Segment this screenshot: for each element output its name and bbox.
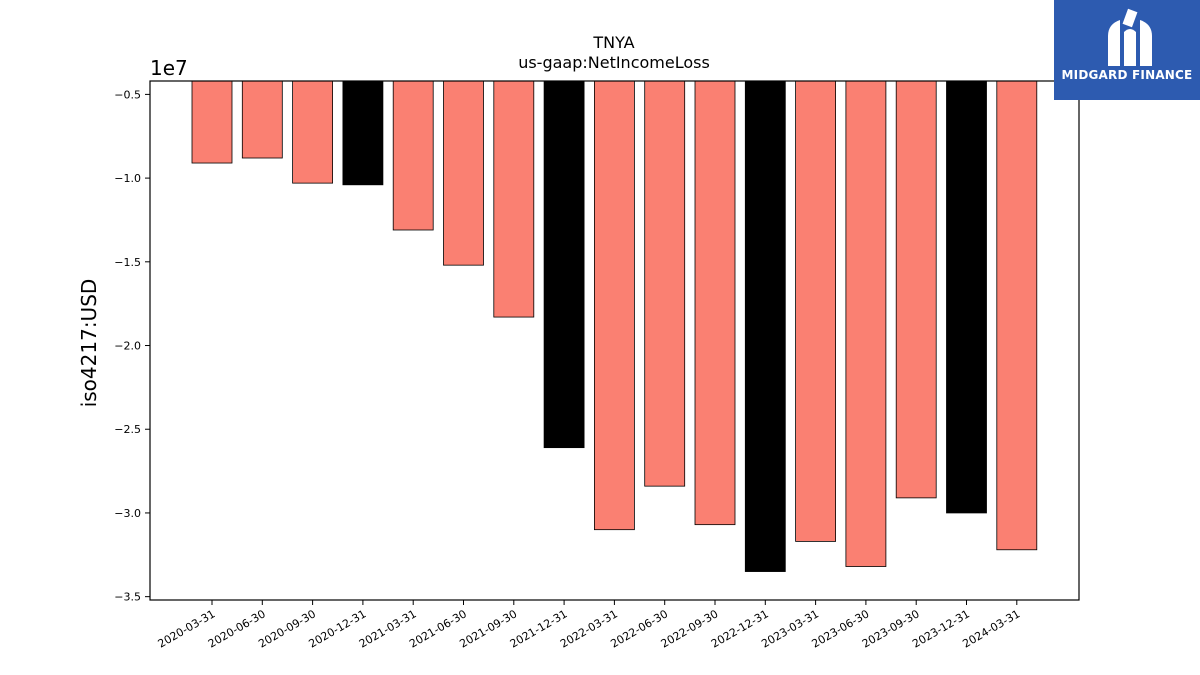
bar-2022-12-31 [744,80,786,572]
y-tick-label: −3.5 [114,591,141,604]
bar-2021-09-30 [493,80,535,318]
bar-2021-03-31 [392,80,434,231]
bar-2022-06-30 [644,80,686,487]
y-axis-label: iso4217:USD [77,279,101,408]
bar-2023-06-30 [845,80,887,567]
x-ticks-group: 2020-03-312020-06-302020-09-302020-12-31… [156,600,1022,651]
y-tick-label: −3.0 [114,507,141,520]
bar-2024-03-31 [996,80,1038,551]
plot-frame [149,80,1080,601]
y-tick-label: −2.5 [114,423,141,436]
y-offset-label: 1e7 [150,56,188,80]
bar-2020-09-30 [292,80,334,184]
y-tick-label: −1.0 [114,172,141,185]
chart-subtitle: us-gaap:NetIncomeLoss [518,53,710,72]
chart-title: TNYA [592,33,634,52]
bars-group [191,80,1038,572]
y-ticks-group: −0.5 −1.0 −1.5 −2.0 −2.5 −3.0 −3.5 [114,88,150,604]
x-tick-label: 2024-03-31 [960,607,1022,650]
bar-2023-03-31 [795,80,836,542]
bar-2020-12-31 [342,80,384,186]
logo-mark-icon [1108,8,1152,66]
bar-2023-09-30 [895,80,937,499]
bar-2023-12-31 [946,80,987,514]
midgard-finance-logo: MIDGARD FINANCE [1054,0,1200,100]
bar-2020-06-30 [241,80,283,159]
bar-2021-12-31 [543,80,585,449]
bar-2021-06-30 [443,80,484,266]
y-tick-label: −0.5 [114,88,141,101]
bar-2022-03-31 [594,80,635,531]
logo-text: MIDGARD FINANCE [1061,68,1193,82]
y-tick-label: −2.0 [114,340,141,353]
bar-2022-09-30 [694,80,736,526]
bar-2020-03-31 [191,80,233,164]
y-tick-label: −1.5 [114,256,141,269]
